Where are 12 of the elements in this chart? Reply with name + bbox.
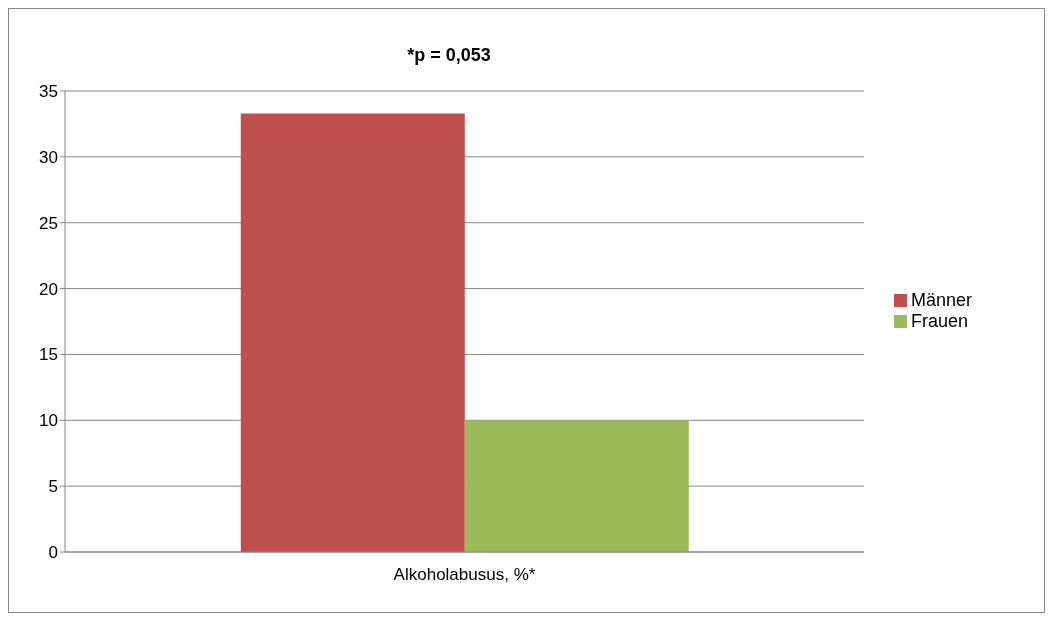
legend-label: Männer: [911, 289, 973, 310]
y-tick-label: 0: [48, 543, 58, 563]
legend-label: Frauen: [911, 310, 969, 331]
y-tick-label: 20: [39, 279, 58, 299]
chart-title: *p = 0,053: [406, 45, 492, 66]
x-tick-label: Alkoholabusus, %*: [393, 565, 536, 585]
y-tick-label: 15: [39, 345, 58, 365]
y-tick-label: 35: [39, 82, 58, 102]
y-tick-label: 10: [39, 411, 58, 431]
y-tick-label: 30: [39, 147, 58, 167]
y-tick-label: 5: [48, 477, 58, 497]
y-tick-label: 25: [39, 213, 58, 233]
